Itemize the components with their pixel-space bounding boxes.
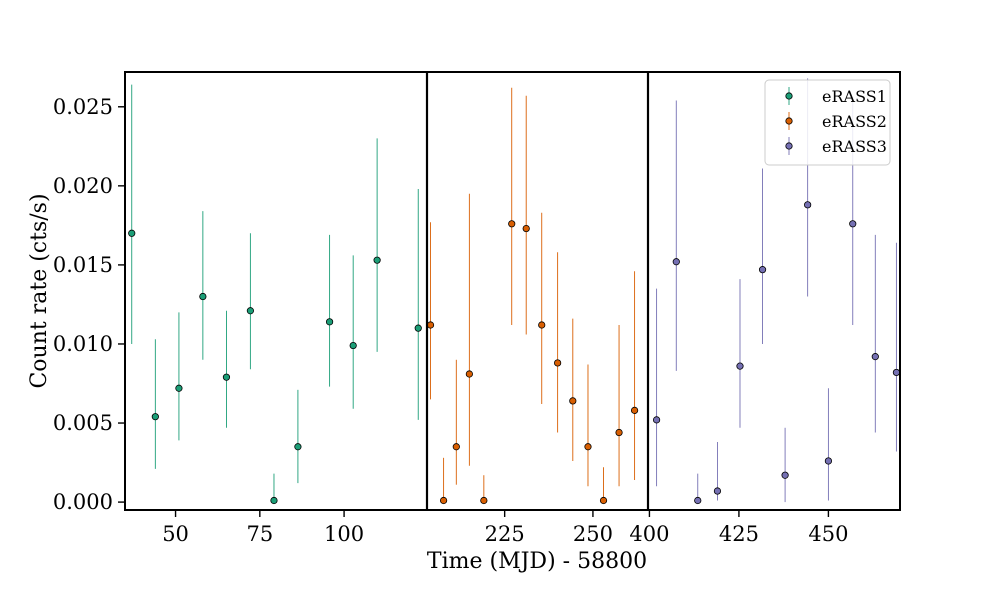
- x-tick-label-erass3-1: 425: [719, 522, 759, 546]
- data-point-erass3-3: [713, 487, 722, 495]
- data-point-erass3-7: [804, 201, 812, 209]
- data-point-erass1-10: [373, 256, 381, 264]
- data-point-erass1-2: [175, 384, 183, 392]
- data-point-erass2-3: [465, 370, 473, 378]
- x-tick-label-erass2-1: 250: [573, 522, 613, 546]
- x-tick-label-erass2-0: 225: [485, 522, 525, 546]
- axis-ticks: 0.000 0.005 0.010 0.015 0.020 0.025 50 75 100 225…: [53, 95, 849, 546]
- legend-box: [764, 79, 891, 166]
- data-point-erass3-9: [849, 220, 857, 228]
- data-markers: [128, 201, 901, 505]
- y-tick-label-0: 0.000: [53, 490, 113, 514]
- data-point-erass3-10: [871, 353, 879, 361]
- data-point-erass2-10: [584, 443, 592, 451]
- data-point-erass3-8: [824, 457, 833, 465]
- data-point-erass2-9: [569, 397, 577, 405]
- x-tick-label-erass1-1: 75: [246, 522, 273, 546]
- legend-label-erass1: eRASS1: [822, 87, 887, 106]
- y-tick-label-5: 0.025: [53, 95, 113, 119]
- y-axis-label: Count rate (cts/s): [27, 193, 52, 388]
- x-tick-label-erass3-2: 450: [808, 522, 848, 546]
- data-point-erass1-3: [199, 292, 207, 301]
- legend-marker-erass3: [785, 142, 793, 150]
- data-point-erass1-8: [325, 318, 334, 326]
- legend-marker-erass1: [785, 92, 793, 100]
- error-bars: [131, 78, 897, 503]
- data-point-erass2-7: [538, 321, 546, 329]
- legend: eRASS1 eRASS2 eRASS3: [764, 79, 891, 166]
- data-point-erass1-9: [349, 341, 357, 350]
- y-tick-label-1: 0.005: [53, 411, 113, 435]
- data-point-erass3-11: [892, 368, 901, 377]
- data-point-erass3-0: [652, 416, 661, 424]
- y-tick-label-3: 0.015: [53, 253, 113, 277]
- legend-label-erass3: eRASS3: [822, 137, 887, 156]
- data-point-erass3-2: [694, 496, 702, 505]
- data-point-erass2-12: [615, 428, 623, 437]
- data-point-erass2-0: [426, 321, 435, 329]
- x-tick-label-erass1-2: 100: [324, 522, 364, 546]
- data-point-erass1-11: [414, 324, 422, 332]
- data-point-erass3-5: [758, 266, 767, 274]
- data-point-erass1-7: [294, 443, 302, 451]
- data-point-erass1-5: [246, 307, 254, 315]
- data-point-erass2-4: [480, 496, 488, 505]
- data-point-erass3-1: [672, 258, 680, 266]
- data-point-erass1-6: [270, 496, 278, 505]
- x-tick-label-erass1-0: 50: [162, 522, 189, 546]
- data-point-erass2-2: [452, 443, 460, 451]
- data-point-erass2-8: [554, 359, 562, 367]
- legend-label-erass2: eRASS2: [822, 112, 887, 131]
- y-tick-label-2: 0.010: [53, 332, 113, 356]
- data-point-erass2-6: [522, 224, 530, 233]
- data-point-erass1-4: [222, 373, 231, 381]
- x-axis-label: Time (MJD) - 58800: [427, 549, 647, 574]
- data-point-erass2-1: [439, 496, 448, 505]
- x-tick-label-erass3-0: 400: [629, 522, 669, 546]
- data-point-erass2-13: [630, 406, 639, 414]
- data-point-erass2-11: [599, 496, 608, 505]
- data-point-erass1-0: [128, 229, 136, 237]
- legend-marker-erass2: [785, 117, 793, 125]
- panel-frames: [124, 71, 901, 511]
- y-tick-label-4: 0.020: [53, 174, 113, 198]
- data-point-erass2-5: [508, 220, 516, 228]
- data-point-erass3-6: [781, 471, 789, 479]
- plot-frame: [124, 71, 901, 511]
- data-point-erass3-4: [736, 362, 744, 370]
- data-point-erass1-1: [151, 413, 159, 421]
